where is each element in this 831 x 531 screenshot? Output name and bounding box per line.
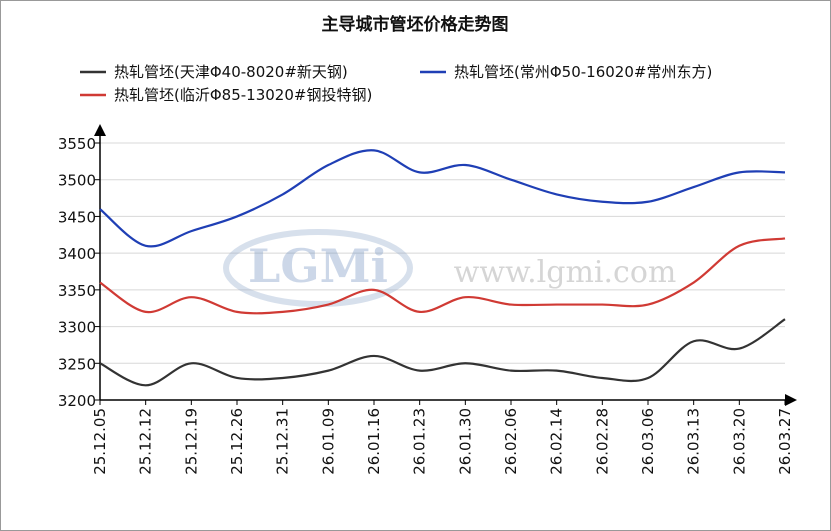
series-line xyxy=(99,149,786,248)
x-tick-label: 26.02.28 xyxy=(593,408,611,475)
watermark: LGMi www.lgmi.com xyxy=(223,229,677,307)
x-tick-label: 26.03.13 xyxy=(685,408,703,475)
x-tick-label: 26.03.27 xyxy=(776,408,794,475)
x-tick-label: 26.01.30 xyxy=(456,408,474,475)
x-tick-label: 26.01.23 xyxy=(411,408,429,475)
chart-title: 主导城市管坯价格走势图 xyxy=(322,14,509,35)
x-axis-arrow xyxy=(785,394,797,406)
x-tick-label: 25.12.05 xyxy=(91,408,109,475)
x-tick-label: 26.01.16 xyxy=(365,408,383,475)
logo: LGMi xyxy=(248,239,388,293)
x-tick-label: 25.12.12 xyxy=(137,408,155,475)
x-tick-label: 26.02.06 xyxy=(502,408,520,475)
y-tick-label: 3300 xyxy=(58,319,96,337)
y-tick-label: 3550 xyxy=(58,135,96,153)
y-tick-label: 3350 xyxy=(58,282,96,300)
logo-ring xyxy=(223,229,413,307)
y-tick-label: 3450 xyxy=(58,208,96,226)
legend-label: 热轧管坯(天津Φ40-8020#新天钢) xyxy=(114,63,348,81)
x-tick-label: 26.03.06 xyxy=(639,408,657,475)
x-tick-label: 26.02.14 xyxy=(548,408,566,475)
x-tick-label: 25.12.26 xyxy=(228,408,246,475)
y-tick-label: 3250 xyxy=(58,355,96,373)
y-axis-arrow xyxy=(94,124,106,136)
watermark-text: www.lgmi.com xyxy=(454,255,677,290)
y-tick-label: 3500 xyxy=(58,172,96,190)
y-tick-label: 3200 xyxy=(58,392,96,410)
legend-label: 热轧管坯(常州Φ50-16020#常州东方) xyxy=(454,63,712,81)
x-tick-label: 25.12.19 xyxy=(182,408,200,475)
x-tick-label: 26.03.20 xyxy=(730,408,748,475)
series-line xyxy=(99,237,786,315)
x-tick-label: 26.01.09 xyxy=(319,408,337,475)
series-line xyxy=(99,318,786,387)
y-tick-label: 3400 xyxy=(58,245,96,263)
legend-label: 热轧管坯(临沂Φ85-13020#钢投特钢) xyxy=(114,86,372,104)
x-tick-label: 25.12.31 xyxy=(274,408,292,475)
